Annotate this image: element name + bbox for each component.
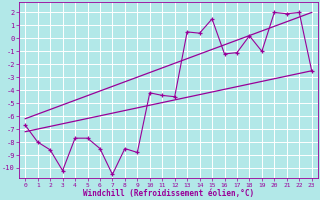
X-axis label: Windchill (Refroidissement éolien,°C): Windchill (Refroidissement éolien,°C) <box>83 189 254 198</box>
